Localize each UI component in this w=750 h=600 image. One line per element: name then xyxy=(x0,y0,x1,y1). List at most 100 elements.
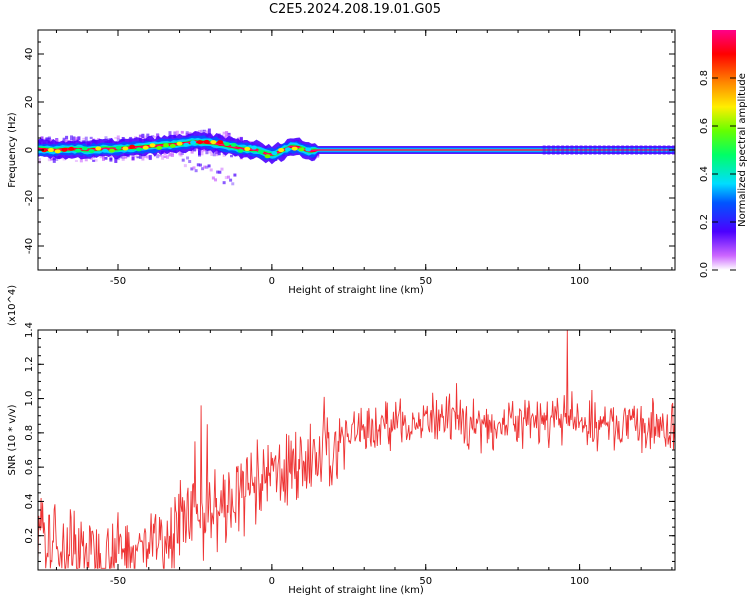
snr-marks xyxy=(38,330,675,570)
snr-y-tick-label: 1.4 xyxy=(24,322,35,338)
spectrogram-cell xyxy=(175,130,179,135)
spectrogram-cell xyxy=(198,130,202,134)
spectrogram-x-tick-label: -50 xyxy=(110,276,126,287)
spectrogram-peak xyxy=(142,145,149,150)
spectrogram-cell xyxy=(200,151,204,156)
spectrogram-cell xyxy=(175,134,179,136)
spectrogram-cell xyxy=(188,160,192,164)
snr-y-tick-label: 1.0 xyxy=(24,391,35,407)
spectrogram-peak xyxy=(257,149,264,154)
spectrogram-cell xyxy=(141,133,145,139)
spectrogram-cell xyxy=(143,135,147,139)
spectrogram-cell xyxy=(47,137,51,143)
snr-x-tick-label: 50 xyxy=(419,576,432,587)
spectrogram-cell xyxy=(119,155,123,159)
spectrogram-cell xyxy=(74,139,78,141)
spectrogram-peak xyxy=(135,147,142,152)
spectrogram-cell xyxy=(181,158,185,162)
spectrogram-cell xyxy=(239,137,243,143)
spectrogram-cell xyxy=(79,158,83,163)
spectrogram-cell xyxy=(588,145,592,155)
spectrogram-cell xyxy=(129,136,133,139)
spectrogram-cell xyxy=(607,145,611,155)
spectrogram-cell xyxy=(644,145,648,155)
spectrogram-cell xyxy=(201,167,205,171)
snr-frame xyxy=(37,329,676,571)
colorbar-gradient xyxy=(712,30,736,270)
snr-plot: -50 0 50 100 0.2 0.4 0.6 0.8 1.0 1.2 1.4 Height of… xyxy=(7,285,676,596)
spectrogram-cell xyxy=(168,131,172,137)
spectrogram-cell xyxy=(565,145,569,155)
spectrogram-cell xyxy=(146,155,150,159)
spectrogram-cell xyxy=(190,148,194,154)
spectrogram-cell xyxy=(38,158,41,164)
spectrogram-cell xyxy=(141,136,145,141)
spectrogram-peak xyxy=(149,143,156,148)
spectrogram-peak xyxy=(223,142,230,147)
spectrogram-cell xyxy=(205,149,209,155)
spectrogram-cell xyxy=(121,155,125,160)
colorbar-tick-label: 0.0 xyxy=(699,262,710,278)
snr-ticks: -50 0 50 100 0.2 0.4 0.6 0.8 1.0 1.2 1.4 xyxy=(24,322,675,587)
spectrogram-y-tick-label: 40 xyxy=(24,48,35,61)
snr-y-tick-label: 0.8 xyxy=(24,425,35,441)
spectrogram-peak xyxy=(264,154,271,159)
spectrogram-cell xyxy=(158,154,162,157)
spectrogram-cell xyxy=(45,137,49,141)
spectrogram-cell xyxy=(72,136,76,142)
spectrogram-cell xyxy=(209,168,213,172)
spectrogram-cell xyxy=(102,155,106,161)
spectrogram-cell xyxy=(593,145,597,155)
spectrogram-peak xyxy=(244,146,251,151)
spectrogram-y-tick-label: 0 xyxy=(24,147,35,153)
spectrogram-cell xyxy=(84,159,88,162)
snr-x-tick-label: 0 xyxy=(269,576,275,587)
colorbar-ticks: 0.0 0.2 0.4 0.6 0.8 xyxy=(699,70,736,278)
spectrogram-y-tick-label: 20 xyxy=(24,96,35,109)
spectrogram-peak xyxy=(210,140,217,145)
spectrogram-cell xyxy=(77,136,81,141)
spectrogram-cell xyxy=(65,135,69,140)
spectrogram-cell xyxy=(222,131,226,135)
spectrogram-cell xyxy=(217,150,221,156)
spectrogram-x-tick-label: 0 xyxy=(269,276,275,287)
spectrogram-cell xyxy=(662,145,666,155)
spectrogram-cell xyxy=(195,148,199,151)
spectrogram-cell xyxy=(229,178,233,182)
snr-y-multiplier: (x10^4) xyxy=(7,285,18,326)
spectrogram-cell xyxy=(194,169,198,173)
spectrogram-cell xyxy=(84,136,88,142)
spectrogram-cell xyxy=(224,176,228,180)
spectrogram-cell xyxy=(570,145,574,155)
spectrogram-cell xyxy=(611,145,615,155)
spectrogram-cell xyxy=(227,133,231,137)
spectrogram-peak xyxy=(102,148,109,153)
spectrogram-cell xyxy=(151,135,155,137)
spectrogram-cell xyxy=(79,140,83,144)
spectrogram-cell xyxy=(648,145,652,155)
spectrogram-cell xyxy=(202,149,206,152)
snr-y-tick-label: 1.2 xyxy=(24,356,35,372)
snr-x-tick-label: 100 xyxy=(570,576,589,587)
spectrogram-cell xyxy=(653,145,657,155)
spectrogram-cell xyxy=(153,136,157,138)
spectrogram-x-tick-label: 100 xyxy=(570,276,589,287)
spectrogram-cell xyxy=(215,151,219,157)
spectrogram-peak xyxy=(237,148,244,153)
spectrogram-cell xyxy=(180,131,184,134)
spectrogram-peak xyxy=(68,146,75,151)
spectrogram-cell xyxy=(136,156,140,159)
spectrogram-cell xyxy=(222,152,226,157)
snr-x-label: Height of straight line (km) xyxy=(288,585,424,596)
spectrogram-peak xyxy=(298,147,305,152)
spectrogram-cell xyxy=(173,131,177,135)
spectrogram-cell xyxy=(94,159,98,162)
spectrogram-cell xyxy=(231,182,235,186)
spectrogram-cell xyxy=(616,145,620,155)
spectrogram-cell xyxy=(141,156,145,161)
spectrogram-cell xyxy=(109,154,113,158)
snr-y-label: SNR (10 * v/v) xyxy=(7,404,18,475)
colorbar-tick-label: 0.4 xyxy=(699,166,710,182)
spectrogram-cell xyxy=(82,137,86,140)
spectrogram-peak xyxy=(251,145,258,150)
